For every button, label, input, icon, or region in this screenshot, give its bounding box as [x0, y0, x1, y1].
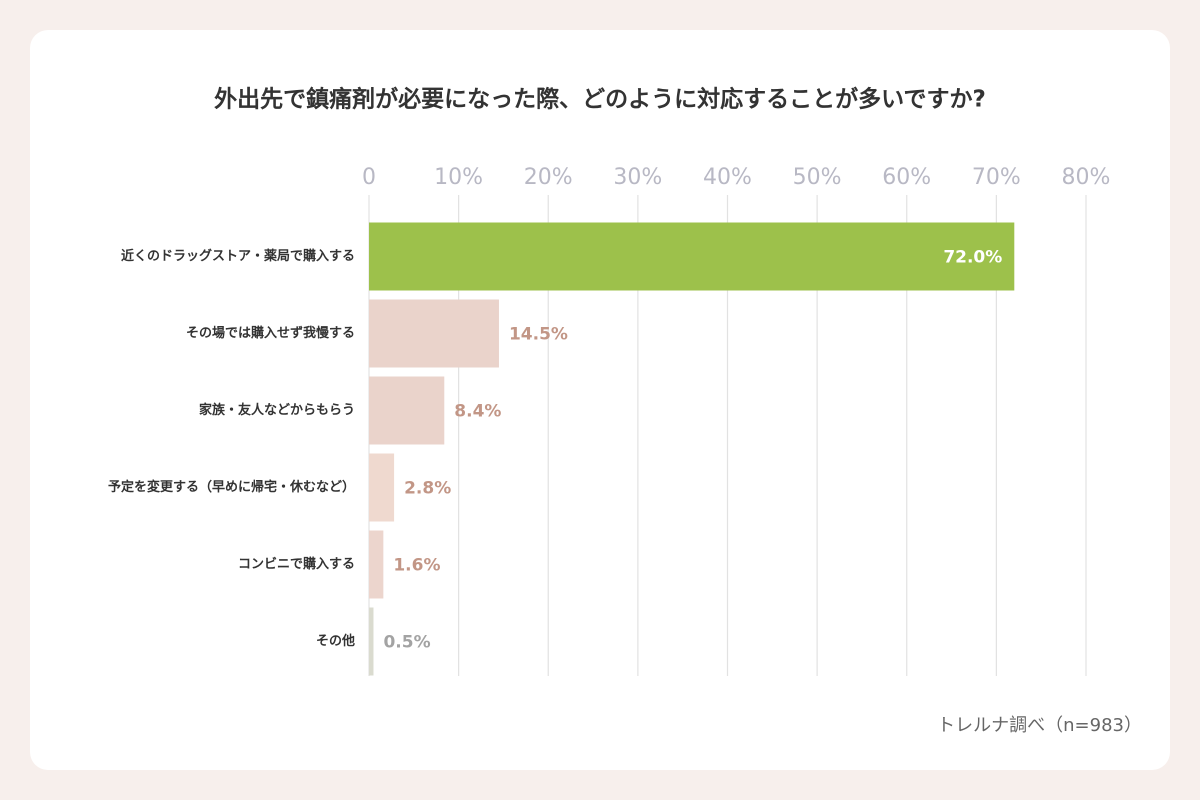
- source-note: トレルナ調べ（n=983）: [937, 715, 1142, 736]
- bar: [369, 376, 445, 445]
- y-tick-label: 家族・友人などからもらう: [199, 402, 355, 418]
- value-label: 14.5%: [509, 325, 568, 345]
- y-tick-label: 近くのドラッグストア・薬局で購入する: [121, 248, 355, 264]
- card: [30, 30, 1170, 770]
- x-tick-label: 60%: [882, 165, 931, 190]
- x-tick-label: 80%: [1062, 165, 1111, 190]
- y-tick-label: 予定を変更する（早めに帰宅・休むなど）: [108, 479, 355, 495]
- value-label: 8.4%: [454, 402, 501, 422]
- x-tick-label: 40%: [703, 165, 752, 190]
- x-tick-label: 0: [362, 165, 376, 190]
- y-tick-label: その他: [316, 633, 355, 649]
- bar: [369, 530, 384, 599]
- x-tick-label: 10%: [434, 165, 483, 190]
- chart-title: 外出先で鎮痛剤が必要になった際、どのように対応することが多いですか?: [214, 86, 986, 113]
- bar: [369, 222, 1015, 291]
- bar: [369, 299, 499, 368]
- bar: [369, 607, 374, 676]
- y-tick-label: その場では購入せず我慢する: [186, 325, 355, 341]
- bar: [369, 453, 395, 522]
- value-label: 1.6%: [393, 556, 440, 576]
- value-label: 0.5%: [383, 633, 430, 653]
- x-tick-label: 50%: [793, 165, 842, 190]
- x-tick-label: 30%: [613, 165, 662, 190]
- value-label: 2.8%: [404, 479, 451, 499]
- x-tick-label: 70%: [972, 165, 1021, 190]
- y-tick-label: コンビニで購入する: [238, 556, 355, 572]
- value-label: 72.0%: [943, 248, 1002, 268]
- x-tick-label: 20%: [524, 165, 573, 190]
